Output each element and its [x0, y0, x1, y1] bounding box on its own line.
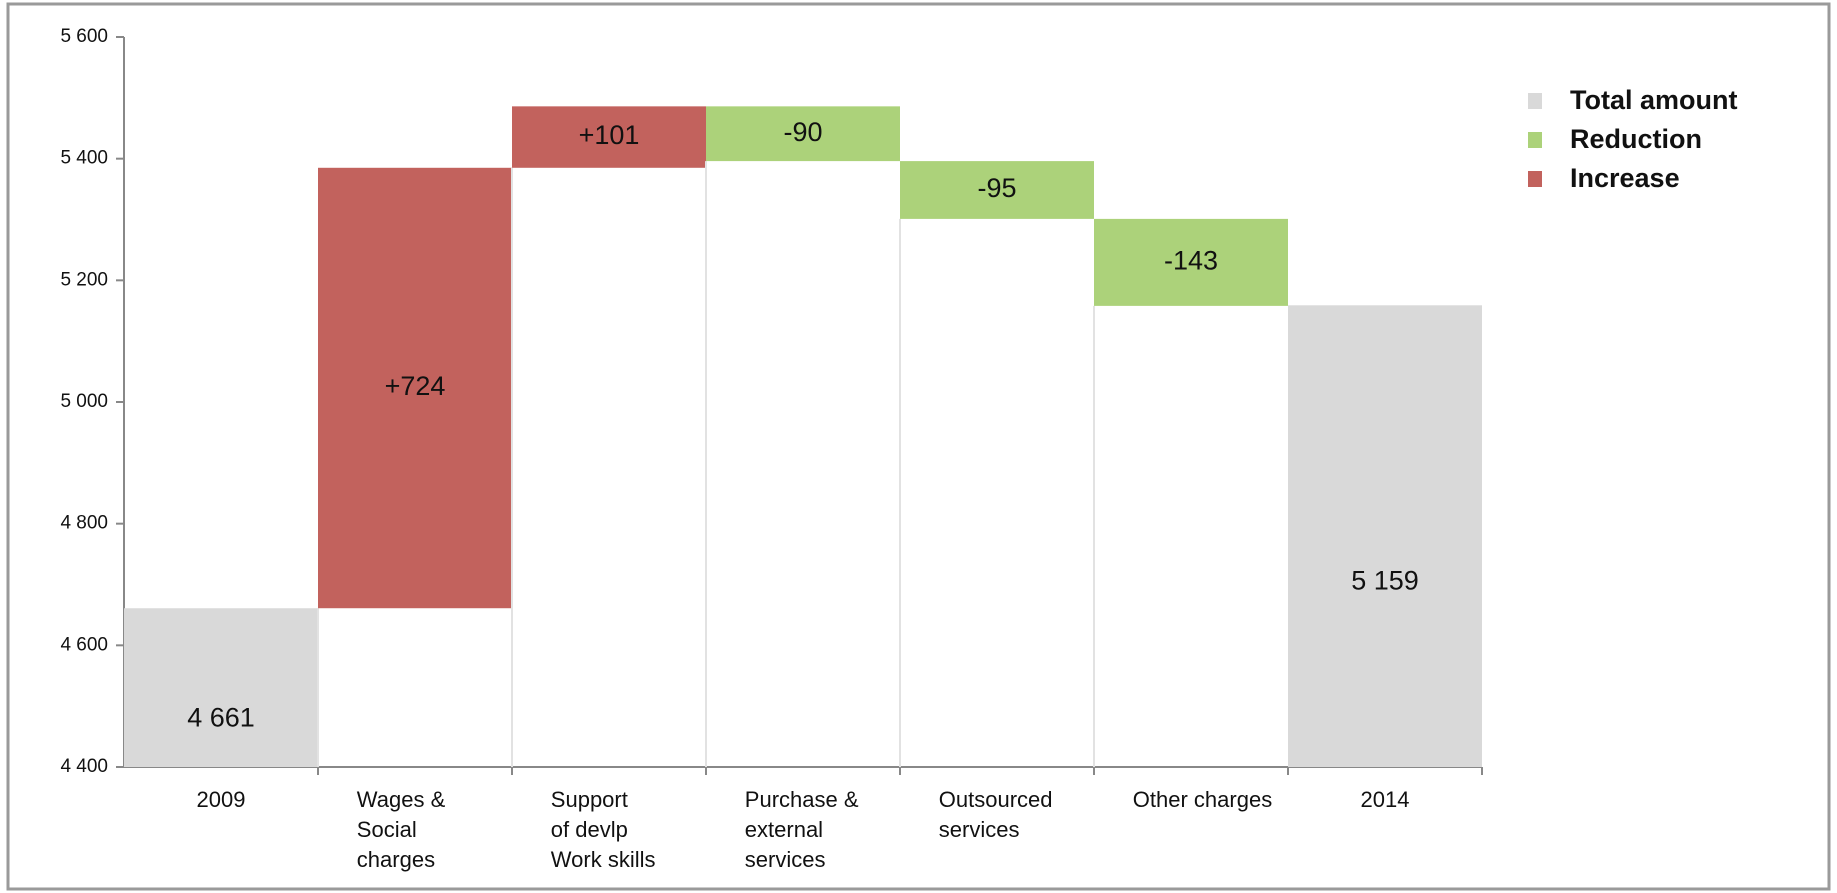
x-tick-label: Wages &: [357, 787, 446, 812]
y-tick-label: 5 600: [60, 26, 108, 47]
y-tick-label: 4 400: [60, 756, 108, 777]
bar: [706, 106, 900, 162]
x-tick-label: Other charges: [1133, 787, 1272, 812]
value-label: +724: [385, 371, 446, 401]
legend-label: Reduction: [1570, 124, 1702, 154]
x-tick-label: services: [939, 817, 1020, 842]
x-tick-label: Social: [357, 817, 417, 842]
x-tick-label: services: [745, 847, 826, 872]
bar: [900, 161, 1094, 219]
y-tick-label: 5 000: [60, 391, 108, 412]
bar: [1094, 218, 1288, 306]
legend-swatch: [1528, 171, 1542, 187]
bar: [1288, 305, 1482, 767]
value-label: 5 159: [1351, 565, 1419, 595]
x-tick-label: Outsourced: [939, 787, 1053, 812]
legend-swatch: [1528, 93, 1542, 109]
value-label: 4 661: [187, 702, 255, 732]
x-tick-label: Support: [551, 787, 628, 812]
x-tick-label: 2014: [1361, 787, 1410, 812]
x-tick-label: charges: [357, 847, 435, 872]
value-label: +101: [579, 120, 640, 150]
y-tick-label: 4 600: [60, 634, 108, 655]
x-tick-label: of devlp: [551, 817, 628, 842]
bar: [512, 106, 706, 168]
x-tick-label: Purchase &: [745, 787, 859, 812]
x-tick-label: 2009: [197, 787, 246, 812]
bar: [124, 608, 318, 767]
legend-swatch: [1528, 132, 1542, 148]
value-label: -143: [1164, 246, 1218, 276]
value-label: -90: [783, 117, 822, 147]
legend-label: Total amount: [1570, 85, 1737, 115]
y-tick-label: 5 400: [60, 148, 108, 169]
value-label: -95: [977, 173, 1016, 203]
y-tick-label: 5 200: [60, 269, 108, 290]
y-tick-label: 4 800: [60, 513, 108, 534]
frame: [6, 2, 1831, 891]
x-tick-label: external: [745, 817, 823, 842]
bar: [318, 167, 512, 609]
x-tick-label: Work skills: [551, 847, 656, 872]
legend-label: Increase: [1570, 163, 1680, 193]
